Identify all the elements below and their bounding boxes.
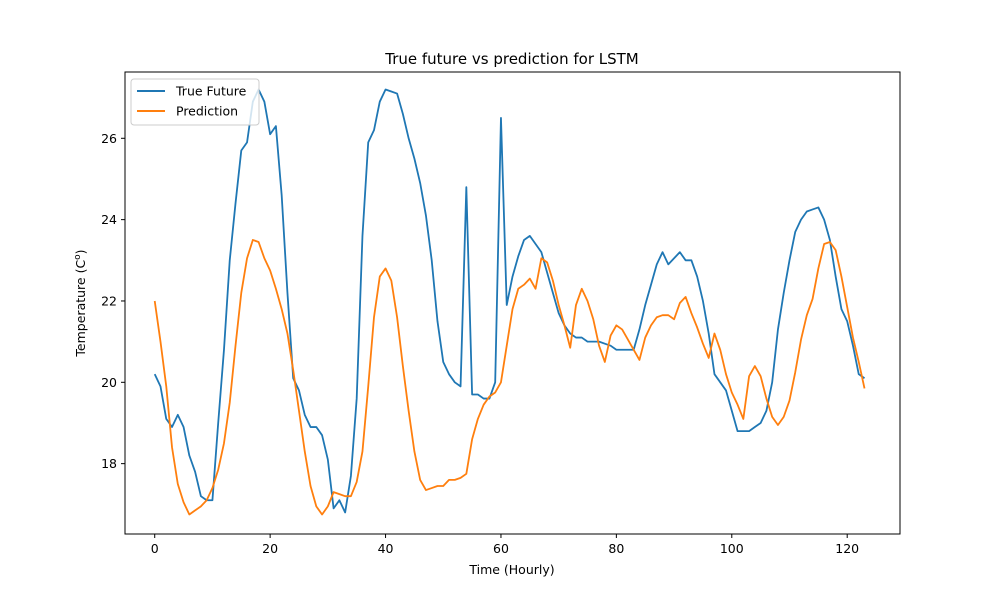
y-tick-label: 20 xyxy=(101,375,117,390)
y-tick-label: 24 xyxy=(101,212,117,227)
y-axis-label-close: ) xyxy=(73,249,88,254)
x-tick-label: 40 xyxy=(378,541,394,556)
legend-label-true-future: True Future xyxy=(175,84,247,99)
x-tick-label: 120 xyxy=(835,541,859,556)
axis-ticks: 0 20 40 60 80 100 120 18 20 22 24 26 xyxy=(101,131,859,556)
x-tick-label: 20 xyxy=(262,541,278,556)
legend-label-prediction: Prediction xyxy=(176,104,238,119)
y-tick-label: 26 xyxy=(101,131,117,146)
y-tick-label: 18 xyxy=(101,456,117,471)
chart-title: True future vs prediction for LSTM xyxy=(384,50,639,68)
y-axis-label: Temperature (Co) xyxy=(73,249,88,357)
series-lines xyxy=(153,88,866,516)
x-tick-label: 80 xyxy=(608,541,624,556)
x-axis-label: Time (Hourly) xyxy=(468,562,554,577)
y-tick-label: 22 xyxy=(101,293,117,308)
x-tick-label: 0 xyxy=(151,541,159,556)
legend: True Future Prediction xyxy=(130,78,260,126)
y-axis-label-superscript: o xyxy=(73,254,83,260)
x-tick-label: 60 xyxy=(493,541,509,556)
series-line-prediction xyxy=(153,239,866,516)
plot-area-frame xyxy=(124,71,901,535)
series-line-true-future xyxy=(153,88,866,514)
x-tick-label: 100 xyxy=(720,541,744,556)
y-axis-label-main: Temperature (C xyxy=(73,260,88,358)
